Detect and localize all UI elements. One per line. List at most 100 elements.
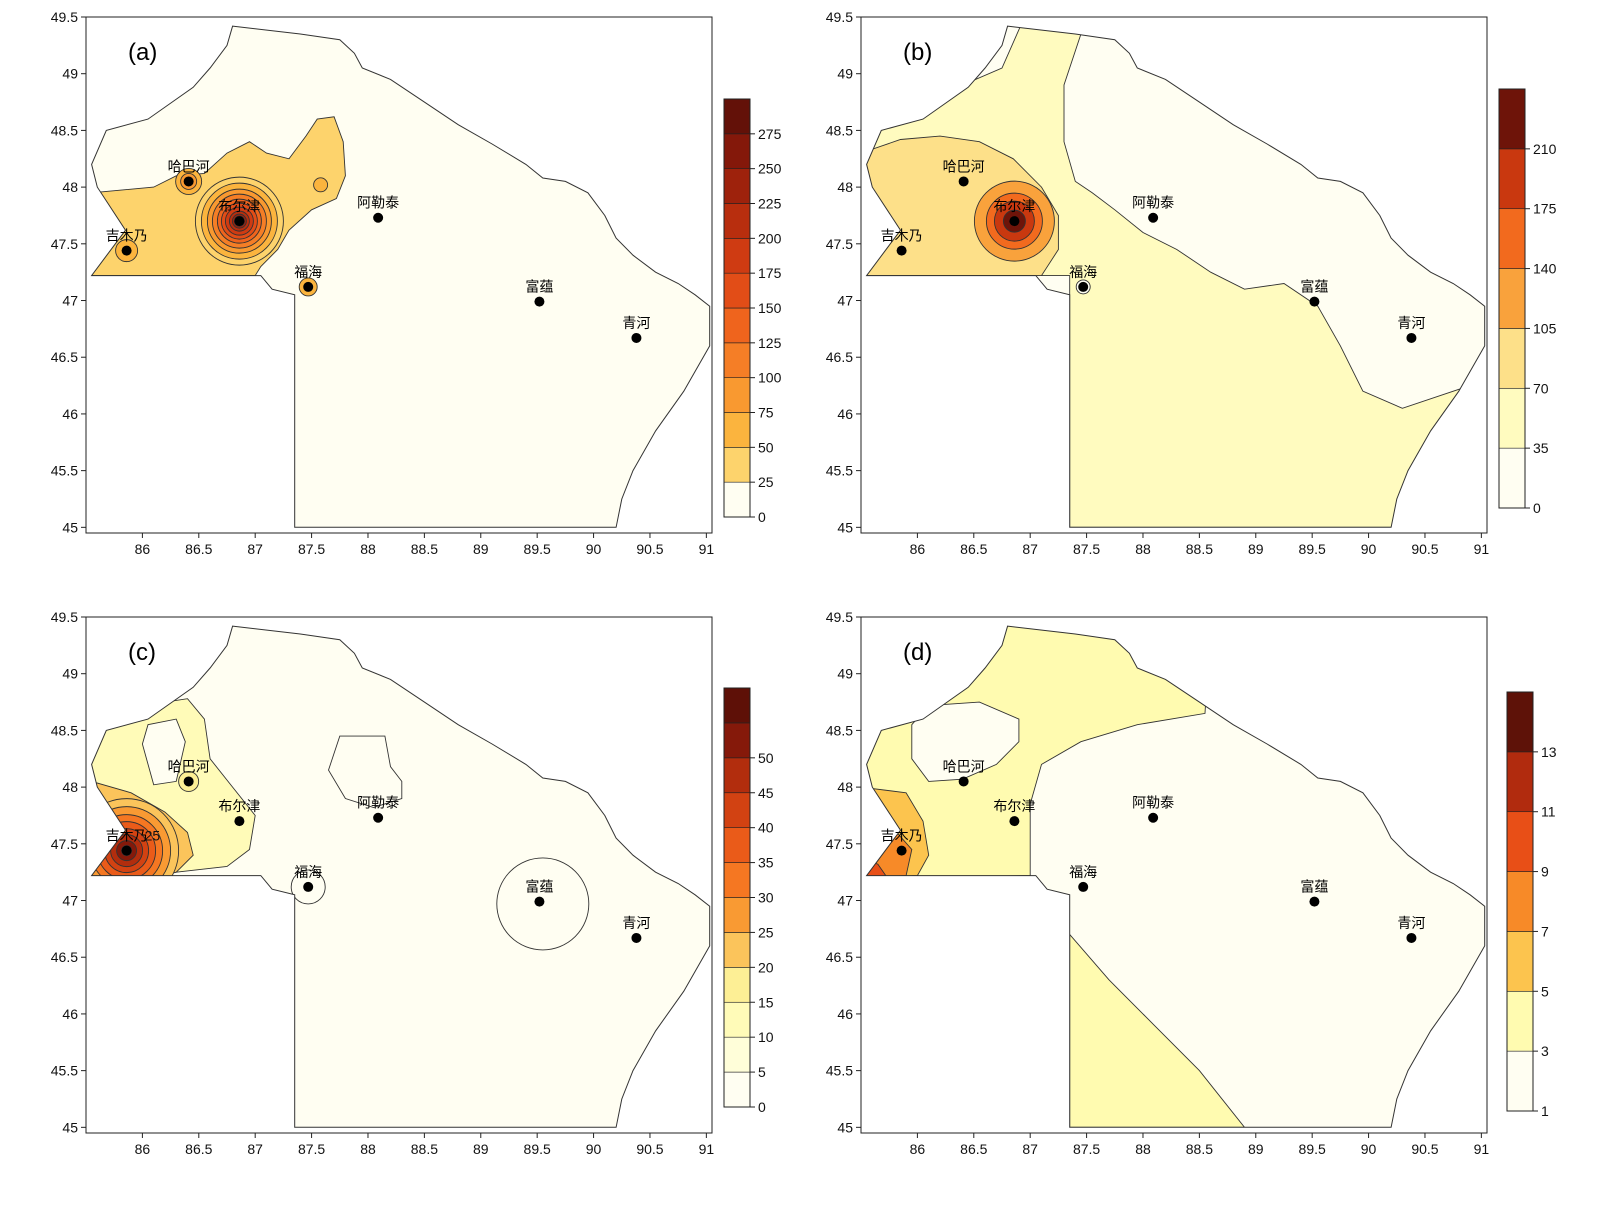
panel-label: (c) <box>128 639 156 666</box>
station-label-fuhai: 福海 <box>294 265 322 281</box>
colorbar-swatch <box>723 133 751 169</box>
station-label-habahe: 哈巴河 <box>943 159 985 175</box>
y-tick-label: 46.5 <box>51 949 78 965</box>
colorbar-swatch <box>1498 387 1526 449</box>
colorbar-swatch <box>723 827 751 863</box>
colorbar-swatch <box>723 792 751 828</box>
colorbar-swatch <box>723 897 751 933</box>
colorbar-swatch <box>723 932 751 968</box>
x-tick-label: 91 <box>1474 1141 1490 1157</box>
station-marker-jimunai <box>896 245 907 256</box>
colorbar-swatch <box>1498 447 1526 509</box>
y-tick-label: 49.5 <box>826 9 853 25</box>
colorbar-tick-label: 1 <box>1541 1103 1549 1119</box>
x-tick-label: 90.5 <box>1411 1141 1438 1157</box>
y-tick-label: 46 <box>62 406 78 422</box>
x-tick-label: 89 <box>473 541 489 557</box>
station-label-burqin: 布尔津 <box>993 799 1035 815</box>
station-marker-qinghe <box>631 332 642 343</box>
station-marker-fuhai <box>303 281 314 292</box>
station-marker-habahe <box>958 176 969 187</box>
station-label-fuhai: 福海 <box>294 865 322 881</box>
x-tick-label: 90.5 <box>636 1141 663 1157</box>
station-label-qinghe: 青河 <box>1397 916 1425 932</box>
x-tick-label: 90 <box>586 541 602 557</box>
colorbar-tick-label: 13 <box>1541 744 1557 760</box>
colorbar-tick-label: 15 <box>758 994 774 1010</box>
x-tick-label: 88 <box>360 1141 376 1157</box>
colorbar-swatch <box>1506 811 1534 872</box>
x-tick-label: 88.5 <box>411 541 438 557</box>
colorbar-swatch <box>723 722 751 759</box>
station-label-burqin: 布尔津 <box>218 799 260 815</box>
station-marker-fuyun <box>534 296 545 307</box>
x-tick-label: 86 <box>135 1141 151 1157</box>
station-label-burqin: 布尔津 <box>218 199 260 215</box>
x-tick-label: 88.5 <box>1186 1141 1213 1157</box>
colorbar-tick-label: 250 <box>758 161 782 177</box>
x-tick-label: 87.5 <box>298 541 325 557</box>
colorbar-tick-label: 7 <box>1541 923 1549 939</box>
y-tick-label: 46.5 <box>826 349 853 365</box>
station-marker-jimunai <box>896 845 907 856</box>
x-tick-label: 89.5 <box>524 541 551 557</box>
y-tick-label: 45 <box>62 519 78 535</box>
x-tick-label: 87.5 <box>1073 1141 1100 1157</box>
x-tick-label: 87 <box>1022 1141 1038 1157</box>
x-tick-label: 87.5 <box>298 1141 325 1157</box>
colorbar-tick-label: 3 <box>1541 1043 1549 1059</box>
y-tick-label: 48.5 <box>826 722 853 738</box>
colorbar-swatch <box>723 377 751 413</box>
colorbar-tick-label: 9 <box>1541 864 1549 880</box>
colorbar-tick-label: 45 <box>758 785 774 801</box>
y-tick-label: 49 <box>62 66 78 82</box>
station-label-aletai: 阿勒泰 <box>357 796 399 812</box>
colorbar-tick-label: 125 <box>758 335 782 351</box>
colorbar-tick-label: 50 <box>758 750 774 766</box>
y-tick-label: 47 <box>62 293 78 309</box>
station-marker-fuyun <box>1309 896 1320 907</box>
colorbar: 0 35 70 105 140 175 210 <box>1498 88 1557 516</box>
colorbar-swatch <box>1506 931 1534 992</box>
station-marker-burqin <box>1009 816 1020 827</box>
colorbar-swatch <box>723 481 751 518</box>
x-tick-label: 87.5 <box>1073 541 1100 557</box>
y-tick-label: 46.5 <box>826 949 853 965</box>
colorbar-tick-label: 0 <box>758 509 766 525</box>
y-tick-label: 45 <box>62 1119 78 1135</box>
contour-fill <box>866 626 1485 1128</box>
x-tick-label: 90.5 <box>636 541 663 557</box>
colorbar-swatch <box>723 412 751 448</box>
y-tick-label: 48 <box>62 179 78 195</box>
station-marker-fuhai <box>1078 281 1089 292</box>
colorbar-swatch <box>1506 691 1534 753</box>
x-tick-label: 89 <box>1248 541 1264 557</box>
colorbar-swatch <box>723 447 751 483</box>
region-boundary <box>865 625 1486 1128</box>
x-tick-label: 87 <box>247 1141 263 1157</box>
station-marker-fuyun <box>1309 296 1320 307</box>
contour-label: 25 <box>145 828 161 844</box>
y-tick-label: 47.5 <box>826 236 853 252</box>
station-label-fuhai: 福海 <box>1069 865 1097 881</box>
colorbar-tick-label: 50 <box>758 439 774 455</box>
x-tick-label: 86 <box>910 541 926 557</box>
y-tick-label: 49 <box>837 66 853 82</box>
region-boundary <box>90 25 711 528</box>
x-tick-label: 89.5 <box>1299 1141 1326 1157</box>
station-marker-burqin <box>234 216 245 227</box>
colorbar-tick-label: 200 <box>758 230 782 246</box>
y-tick-label: 47.5 <box>51 236 78 252</box>
station-label-habahe: 哈巴河 <box>168 759 210 775</box>
station-marker-qinghe <box>1406 332 1417 343</box>
station-marker-aletai <box>373 212 384 223</box>
region-boundary <box>90 625 711 1128</box>
y-tick-label: 49 <box>837 666 853 682</box>
y-tick-label: 46 <box>62 1006 78 1022</box>
x-tick-label: 88.5 <box>411 1141 438 1157</box>
colorbar-swatch <box>723 1001 751 1038</box>
x-tick-label: 90 <box>1361 1141 1377 1157</box>
